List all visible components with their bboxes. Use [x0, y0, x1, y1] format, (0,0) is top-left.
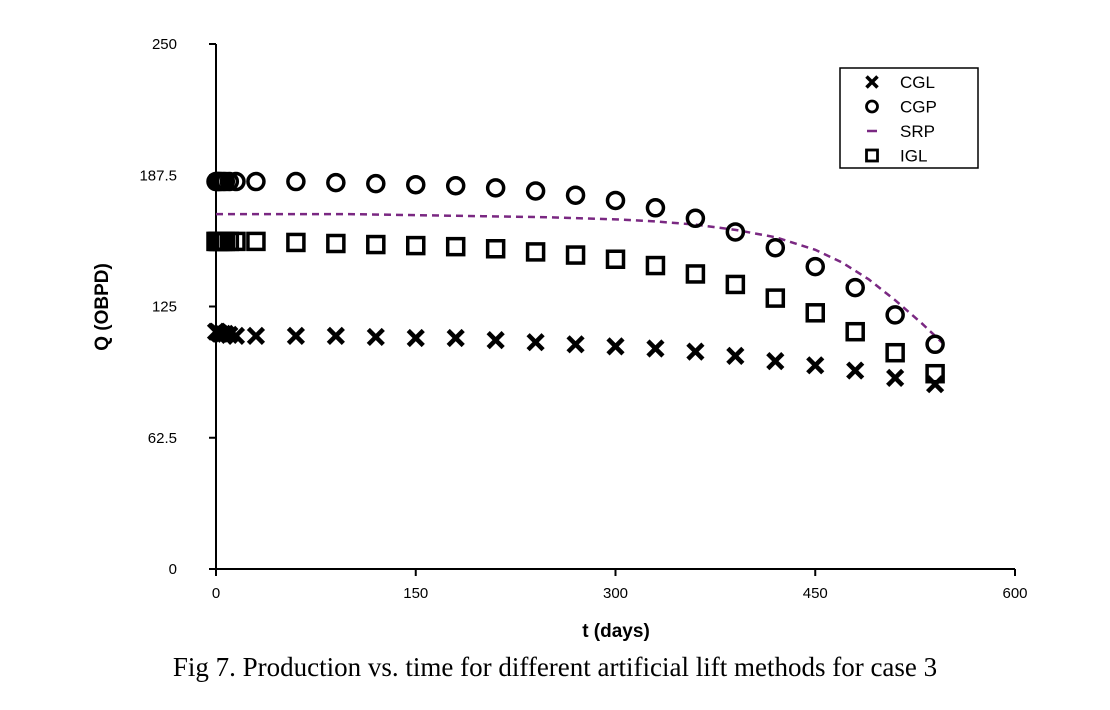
axes: 0 150 300 450 600 0 62.5 125 187.5 250 — [139, 36, 1027, 602]
legend-label: CGL — [900, 73, 935, 92]
x-tick-label: 300 — [603, 585, 628, 602]
x-tick-label: 150 — [403, 585, 428, 602]
data-point-cgl — [646, 339, 665, 358]
data-point-cgp — [765, 237, 786, 258]
legend-swatch — [865, 99, 879, 114]
data-point-cgp — [885, 305, 905, 325]
series-igl — [206, 231, 945, 384]
data-point-cgl — [566, 335, 585, 354]
data-point-cgl — [406, 328, 425, 348]
data-point-igl — [226, 231, 246, 252]
data-point-igl — [246, 231, 266, 252]
data-point-cgl — [726, 346, 745, 365]
y-axis-title: Q (OBPD) — [92, 263, 113, 351]
data-point-cgl — [366, 327, 385, 347]
data-point-cgp — [645, 198, 666, 218]
legend-items: CGL CGP SRP IGL — [865, 73, 937, 166]
legend-item-srp: SRP — [867, 122, 935, 141]
data-point-cgp — [925, 334, 945, 355]
data-point-igl — [406, 235, 426, 256]
data-point-cgl — [446, 328, 465, 348]
y-tick-label: 0 — [169, 561, 177, 578]
data-point-cgp — [246, 171, 266, 192]
data-point-cgl — [846, 361, 865, 380]
x-tick-label: 0 — [212, 585, 220, 602]
data-point-igl — [885, 342, 905, 363]
data-point-cgl — [886, 368, 905, 387]
legend-box — [839, 67, 979, 169]
data-point-igl — [605, 249, 626, 269]
series-layer — [206, 171, 945, 394]
y-tick-label: 62.5 — [148, 430, 177, 447]
data-point-cgp — [445, 176, 466, 196]
data-point-cgp — [326, 172, 346, 193]
data-point-cgp — [366, 173, 386, 194]
series-cgp — [206, 171, 945, 355]
series-srp — [216, 212, 943, 344]
data-point-cgp — [219, 171, 240, 192]
legend: CGL CGP SRP IGL — [839, 67, 979, 169]
y-tick-label: 187.5 — [139, 167, 177, 184]
data-point-cgl — [486, 331, 505, 350]
legend-item-cgp: CGP — [865, 98, 937, 117]
data-point-cgp — [845, 277, 865, 298]
data-point-igl — [485, 239, 506, 259]
data-point-cgl — [526, 333, 545, 352]
data-point-cgl — [286, 326, 305, 345]
data-point-cgl — [606, 337, 625, 356]
x-tick-label: 600 — [1002, 585, 1027, 602]
data-point-igl — [725, 274, 746, 295]
data-point-cgp — [485, 178, 506, 198]
figure-caption: Fig 7. Production vs. time for different… — [172, 652, 938, 682]
legend-label: CGP — [900, 98, 937, 117]
data-point-igl — [645, 255, 666, 276]
data-point-igl — [845, 321, 865, 342]
data-point-igl — [445, 236, 466, 257]
data-point-cgl — [686, 342, 705, 361]
x-tick-label: 450 — [803, 585, 828, 602]
data-point-cgp — [286, 171, 306, 192]
data-point-cgl — [806, 356, 825, 375]
data-point-cgp — [805, 256, 825, 277]
data-point-cgl — [246, 326, 266, 345]
data-point-igl — [286, 232, 306, 253]
data-point-igl — [565, 245, 586, 265]
x-axis-title: t (days) — [582, 621, 650, 642]
data-point-igl — [765, 288, 786, 308]
data-point-cgp — [525, 181, 546, 201]
data-point-igl — [525, 242, 546, 262]
data-point-igl — [805, 303, 825, 323]
y-tick-label: 125 — [152, 299, 177, 316]
data-point-igl — [366, 234, 386, 255]
data-point-igl — [685, 264, 706, 284]
y-tick-label: 250 — [152, 36, 177, 53]
data-point-cgp — [725, 222, 746, 242]
legend-item-cgl: CGL — [865, 73, 935, 92]
legend-swatch — [865, 75, 879, 89]
data-point-cgl — [226, 326, 246, 345]
x-ticks: 0 150 300 450 600 — [212, 569, 1028, 602]
data-point-cgp — [685, 208, 706, 229]
legend-label: SRP — [900, 122, 935, 141]
series-line-srp — [216, 212, 943, 344]
data-point-cgl — [766, 352, 785, 371]
legend-item-igl: IGL — [865, 147, 927, 166]
data-point-cgp — [226, 171, 246, 192]
series-cgl — [206, 322, 945, 394]
data-point-cgl — [326, 326, 345, 345]
legend-label: IGL — [900, 147, 927, 166]
data-point-cgp — [406, 174, 426, 195]
data-point-igl — [326, 233, 346, 254]
data-point-cgp — [605, 190, 626, 211]
y-ticks: 0 62.5 125 187.5 250 — [139, 36, 216, 578]
legend-swatch — [865, 148, 879, 163]
data-point-cgl — [926, 375, 945, 394]
data-point-cgp — [565, 185, 586, 205]
